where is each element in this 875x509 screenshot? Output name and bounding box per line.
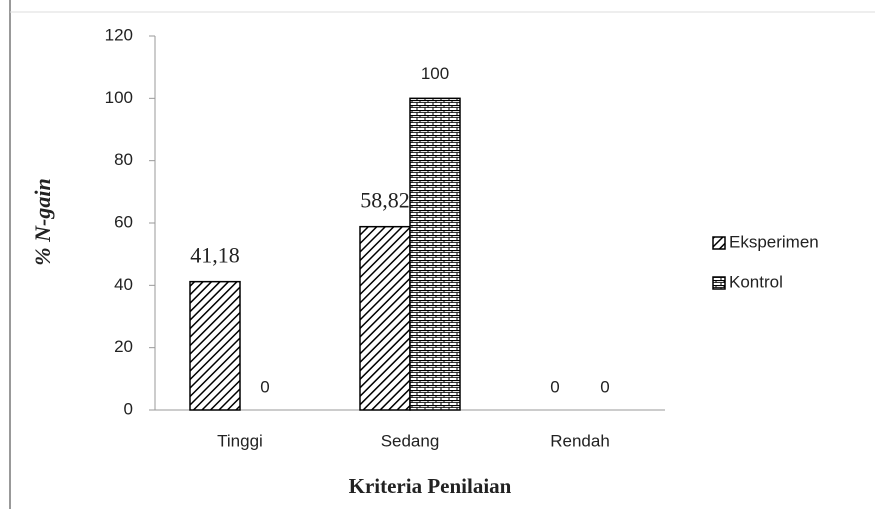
legend-swatch — [712, 236, 726, 250]
x-axis-label: Kriteria Penilaian — [349, 474, 512, 498]
data-label: 0 — [260, 377, 269, 396]
data-label: 41,18 — [190, 243, 240, 268]
data-label: 0 — [600, 377, 609, 396]
x-tick-label: Tinggi — [217, 431, 263, 450]
legend-label: Kontrol — [729, 272, 783, 291]
x-tick-label: Rendah — [550, 431, 610, 450]
y-tick-label: 120 — [105, 25, 133, 44]
y-axis-label: % N-gain — [30, 178, 55, 265]
data-label: 0 — [550, 377, 559, 396]
legend-swatch — [712, 276, 726, 290]
data-label: 58,82 — [360, 188, 410, 213]
bar — [409, 97, 461, 411]
y-tick-label: 60 — [114, 212, 133, 231]
x-tick-label: Sedang — [381, 431, 440, 450]
y-tick-label: 0 — [124, 399, 133, 418]
data-label: 100 — [421, 64, 449, 83]
bar — [189, 280, 241, 411]
y-tick-label: 20 — [114, 337, 133, 356]
y-tick-label: 40 — [114, 275, 133, 294]
y-tick-label: 100 — [105, 88, 133, 107]
y-tick-label: 80 — [114, 150, 133, 169]
bar — [359, 225, 411, 411]
legend-label: Eksperimen — [729, 232, 819, 251]
